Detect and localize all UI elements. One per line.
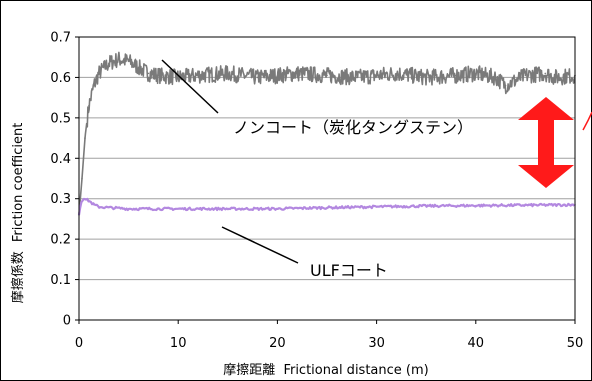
y-tick-label: 0.7 xyxy=(50,31,71,46)
series-layer xyxy=(77,51,576,216)
y-tick-label: 0.3 xyxy=(50,192,71,207)
data-point xyxy=(395,72,398,75)
data-point xyxy=(107,62,110,65)
data-point xyxy=(107,206,110,209)
data-point xyxy=(227,208,229,210)
x-axis-ticks: 0 10 20 30 40 50 xyxy=(75,320,583,351)
x-tick-label: 50 xyxy=(567,336,584,351)
gap-double-arrow xyxy=(518,97,574,188)
data-point xyxy=(296,72,299,75)
x-tick-label: 0 xyxy=(75,336,83,351)
plot-area-frame xyxy=(78,36,576,321)
data-point xyxy=(83,197,85,200)
data-point xyxy=(88,104,90,107)
data-point xyxy=(504,84,507,87)
y-tick-label: 0.5 xyxy=(50,111,71,126)
data-point xyxy=(544,72,547,75)
annotation-ulf-label: ULFコート xyxy=(310,261,388,280)
data-point xyxy=(93,203,95,206)
annotation-leader-noncoat xyxy=(161,59,219,114)
data-point xyxy=(425,76,428,79)
y-tick-label: 0.2 xyxy=(50,233,71,248)
annotation-leader-ulf xyxy=(221,226,299,264)
data-point xyxy=(177,76,179,79)
data-point xyxy=(127,208,130,210)
y-tick-label: 0 xyxy=(63,314,71,329)
data-point xyxy=(147,72,150,75)
data-point xyxy=(524,204,527,206)
data-point xyxy=(326,206,328,209)
data-point xyxy=(98,206,100,208)
data-point xyxy=(375,74,378,77)
x-axis-label-en: Frictional distance (m) xyxy=(283,363,428,378)
data-point xyxy=(276,74,279,77)
data-point xyxy=(127,60,130,63)
data-point xyxy=(157,74,160,77)
y-tick-label: 0.6 xyxy=(50,71,71,86)
x-tick-label: 40 xyxy=(468,336,485,351)
data-point xyxy=(84,137,86,139)
y-axis-ticks: 0 0.1 0.2 0.3 0.4 0.5 0.6 0.7 xyxy=(50,31,79,329)
annotation-noncoat-label: ノンコート（炭化タングステン） xyxy=(233,118,473,137)
data-point xyxy=(117,58,120,61)
data-point xyxy=(256,76,259,79)
x-tick-label: 10 xyxy=(170,336,187,351)
data-point xyxy=(227,72,229,75)
data-point xyxy=(524,74,527,77)
y-axis-label-en: Friction coefficient xyxy=(11,123,26,242)
x-tick-label: 20 xyxy=(269,336,286,351)
y-tick-label: 0.1 xyxy=(50,273,71,288)
y-axis-label-jp: 摩擦係数 xyxy=(10,251,26,303)
data-point xyxy=(355,76,358,79)
y-tick-label: 0.4 xyxy=(50,152,71,167)
x-tick-label: 30 xyxy=(368,336,385,351)
data-point xyxy=(494,76,497,79)
data-point xyxy=(93,84,95,87)
data-point xyxy=(425,205,428,207)
data-point xyxy=(137,66,140,69)
edge-callout-curve xyxy=(582,111,592,131)
data-point xyxy=(475,204,477,207)
data-point xyxy=(177,208,179,210)
data-point xyxy=(475,72,477,75)
data-point xyxy=(326,74,328,77)
y-axis-label: 摩擦係数 Friction coefficient xyxy=(10,123,26,304)
data-point xyxy=(81,177,83,180)
data-point xyxy=(375,206,378,208)
data-point xyxy=(276,208,279,210)
x-axis-label-jp: 摩擦距離 xyxy=(223,362,275,378)
data-point xyxy=(88,199,90,202)
data-point xyxy=(98,72,100,75)
x-axis-label: 摩擦距離 Frictional distance (m) xyxy=(223,362,428,378)
data-point xyxy=(554,76,556,79)
data-point xyxy=(455,74,457,77)
data-point xyxy=(197,74,199,77)
series-line-noncoat xyxy=(78,51,576,215)
data-point xyxy=(80,201,82,204)
